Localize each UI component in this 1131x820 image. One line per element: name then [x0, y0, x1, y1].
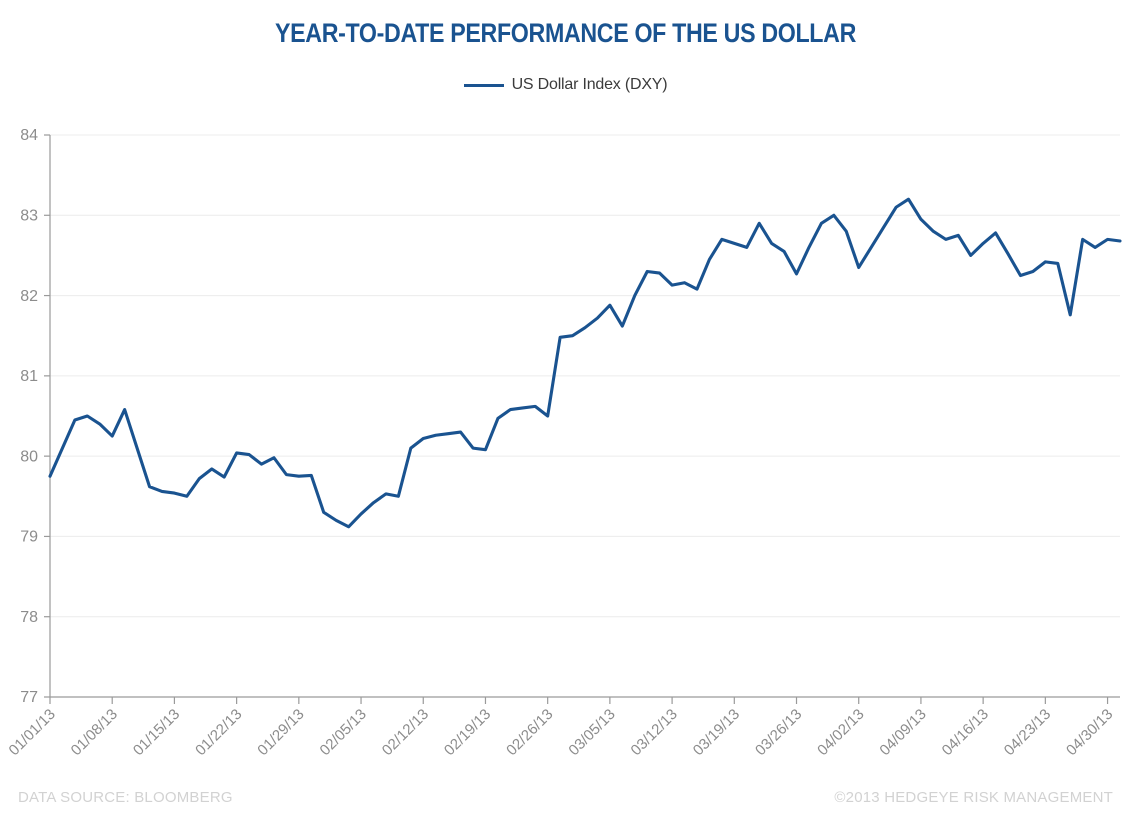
- y-tick-label: 77: [20, 689, 38, 706]
- x-tick-label: 04/16/13: [939, 706, 992, 759]
- y-tickmark-group: [44, 134, 50, 698]
- copyright-label: ©2013 HEDGEYE RISK MANAGEMENT: [834, 789, 1113, 806]
- x-tick-label: 04/23/13: [1001, 706, 1054, 759]
- x-tick-label: 04/09/13: [876, 706, 929, 759]
- y-tick-label: 78: [20, 609, 38, 626]
- x-tick-label: 01/15/13: [130, 706, 183, 759]
- x-tickmark-group: [49, 697, 1109, 704]
- x-tick-label: 03/12/13: [628, 706, 681, 759]
- chart-plot-area: 77 78 79 80 81 82 83 84 01/01/13 01/08/13 01/15/1…: [6, 127, 1122, 759]
- x-tick-label: 02/05/13: [317, 706, 370, 759]
- x-tick-label: 04/30/13: [1063, 706, 1116, 759]
- data-source-label: DATA SOURCE: BLOOMBERG: [18, 789, 233, 806]
- chart-footer: DATA SOURCE: BLOOMBERG ©2013 HEDGEYE RIS…: [0, 789, 1131, 806]
- y-tick-label: 84: [20, 127, 38, 144]
- x-tick-label: 03/05/13: [565, 706, 618, 759]
- y-tick-label: 82: [20, 288, 38, 305]
- page-title: YEAR-TO-DATE PERFORMANCE OF THE US DOLLA…: [274, 18, 857, 48]
- y-axis-tick-labels: 77 78 79 80 81 82 83 84: [20, 127, 38, 706]
- x-tick-label: 02/19/13: [441, 706, 494, 759]
- chart-legend: US Dollar Index (DXY): [0, 76, 1131, 94]
- x-tick-label: 02/12/13: [379, 706, 432, 759]
- x-tick-label: 02/26/13: [503, 706, 556, 759]
- legend-item-label: US Dollar Index (DXY): [511, 76, 668, 93]
- x-tick-label: 04/02/13: [814, 706, 867, 759]
- x-tick-label: 01/01/13: [6, 706, 59, 759]
- x-tick-label: 03/19/13: [690, 706, 743, 759]
- gridline-group: [50, 134, 1120, 618]
- data-series-us-dollar-index: [48, 197, 1122, 529]
- x-tick-label: 01/22/13: [192, 706, 245, 759]
- y-tick-label: 79: [20, 529, 38, 546]
- legend-line-swatch: [463, 83, 504, 87]
- x-tick-label: 01/08/13: [68, 706, 121, 759]
- y-tick-label: 80: [20, 448, 38, 465]
- y-tick-label: 83: [20, 208, 38, 225]
- y-tick-label: 81: [20, 368, 38, 385]
- x-tick-label: 03/26/13: [752, 706, 805, 759]
- x-axis-tick-labels: 01/01/13 01/08/13 01/15/13 01/22/13 01/29/13…: [6, 706, 1117, 759]
- x-tick-label: 01/29/13: [254, 706, 307, 759]
